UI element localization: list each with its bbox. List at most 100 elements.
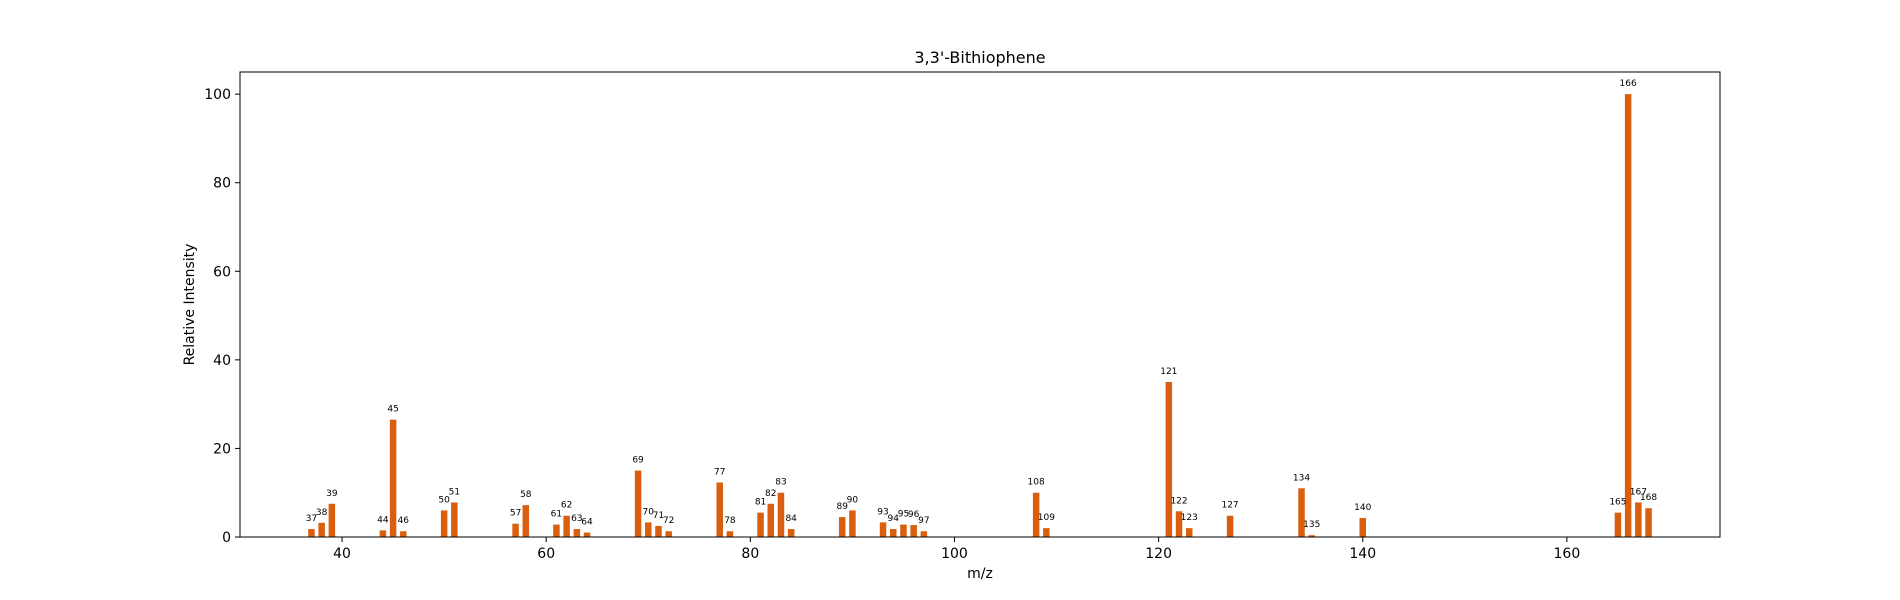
peak-label-135: 135 bbox=[1303, 520, 1320, 530]
bar-mz-63 bbox=[573, 529, 581, 537]
y-axis-label: Relative Intensity bbox=[182, 244, 198, 366]
peak-label-63: 63 bbox=[571, 514, 582, 524]
peak-label-61: 61 bbox=[551, 510, 562, 520]
y-tick-label: 20 bbox=[213, 441, 231, 457]
peak-label-123: 123 bbox=[1181, 513, 1198, 523]
bar-mz-37 bbox=[308, 529, 315, 537]
bar-mz-167 bbox=[1635, 502, 1642, 537]
bar-mz-77 bbox=[716, 482, 723, 537]
bar-mz-39 bbox=[328, 503, 336, 537]
peak-label-77: 77 bbox=[714, 468, 725, 478]
peak-label-166: 166 bbox=[1620, 79, 1637, 89]
peak-label-122: 122 bbox=[1170, 496, 1187, 506]
peak-label-97: 97 bbox=[918, 516, 929, 526]
plot-area-frame bbox=[239, 71, 1721, 538]
bar-mz-166 bbox=[1624, 94, 1632, 538]
peak-label-89: 89 bbox=[836, 502, 848, 512]
peak-label-78: 78 bbox=[724, 516, 736, 526]
bar-mz-38 bbox=[318, 522, 325, 537]
bar-mz-83 bbox=[777, 492, 785, 537]
bar-mz-72 bbox=[665, 531, 672, 537]
bar-mz-140 bbox=[1359, 517, 1367, 537]
bar-mz-121 bbox=[1165, 382, 1173, 537]
x-tick-label: 40 bbox=[333, 546, 351, 562]
bar-mz-165 bbox=[1614, 512, 1622, 537]
peak-label-90: 90 bbox=[847, 495, 859, 505]
bar-mz-64 bbox=[583, 532, 591, 537]
bar-mz-62 bbox=[563, 515, 570, 537]
peak-label-62: 62 bbox=[561, 501, 572, 511]
peak-label-121: 121 bbox=[1160, 367, 1177, 377]
peak-label-44: 44 bbox=[377, 515, 389, 525]
bar-mz-61 bbox=[553, 524, 560, 537]
peak-label-84: 84 bbox=[785, 514, 797, 524]
bar-mz-58 bbox=[522, 505, 530, 537]
bar-mz-109 bbox=[1043, 528, 1050, 537]
bar-mz-93 bbox=[879, 522, 887, 537]
peak-label-93: 93 bbox=[877, 507, 888, 517]
bar-mz-45 bbox=[389, 419, 397, 537]
bar-mz-135 bbox=[1308, 535, 1315, 537]
bar-mz-96 bbox=[910, 525, 917, 537]
peak-label-37: 37 bbox=[306, 514, 317, 524]
peak-label-46: 46 bbox=[398, 516, 410, 526]
peak-label-64: 64 bbox=[581, 518, 593, 528]
x-tick-label: 120 bbox=[1145, 546, 1172, 562]
peak-label-127: 127 bbox=[1221, 501, 1238, 511]
peak-label-165: 165 bbox=[1609, 498, 1626, 508]
peak-label-134: 134 bbox=[1293, 473, 1310, 483]
peak-label-140: 140 bbox=[1354, 503, 1371, 513]
peak-label-72: 72 bbox=[663, 516, 674, 526]
bar-mz-94 bbox=[889, 529, 897, 537]
peak-label-69: 69 bbox=[632, 456, 644, 466]
y-tick-label: 60 bbox=[213, 264, 231, 280]
bar-mz-44 bbox=[379, 530, 387, 537]
peak-label-168: 168 bbox=[1640, 493, 1657, 503]
peak-label-96: 96 bbox=[908, 510, 920, 520]
peak-label-57: 57 bbox=[510, 509, 521, 519]
y-tick-label: 100 bbox=[204, 87, 231, 103]
peak-label-50: 50 bbox=[438, 495, 450, 505]
bar-mz-97 bbox=[920, 531, 928, 537]
bar-mz-69 bbox=[634, 470, 642, 537]
bar-mz-71 bbox=[655, 525, 662, 537]
peak-label-39: 39 bbox=[326, 489, 338, 499]
chart-title: 3,3'-Bithiophene bbox=[914, 48, 1045, 67]
x-tick-label: 80 bbox=[741, 546, 759, 562]
peak-label-71: 71 bbox=[653, 511, 664, 521]
bar-mz-90 bbox=[849, 510, 856, 537]
x-tick-label: 140 bbox=[1349, 546, 1376, 562]
peak-label-95: 95 bbox=[898, 510, 909, 520]
peak-label-45: 45 bbox=[387, 405, 398, 415]
peak-label-167: 167 bbox=[1630, 487, 1647, 497]
x-tick-label: 160 bbox=[1554, 546, 1581, 562]
bar-mz-46 bbox=[400, 531, 407, 537]
bar-mz-82 bbox=[767, 503, 775, 537]
y-tick-label: 80 bbox=[213, 176, 231, 192]
bar-mz-70 bbox=[645, 522, 652, 537]
bars-group bbox=[308, 94, 1652, 538]
y-axis: 0 20 40 60 80 100 bbox=[204, 87, 240, 546]
peak-label-108: 108 bbox=[1028, 478, 1045, 488]
peak-label-82: 82 bbox=[765, 489, 776, 499]
bar-mz-89 bbox=[838, 517, 846, 537]
bar-mz-122 bbox=[1175, 511, 1183, 537]
bar-mz-168 bbox=[1645, 508, 1652, 537]
x-axis: 40 60 80 100 120 140 160 bbox=[333, 537, 1580, 562]
peak-label-81: 81 bbox=[755, 498, 766, 508]
bar-mz-95 bbox=[900, 524, 907, 537]
bar-mz-123 bbox=[1185, 528, 1193, 537]
peak-label-94: 94 bbox=[888, 514, 900, 524]
bar-mz-134 bbox=[1298, 488, 1305, 537]
peak-label-109: 109 bbox=[1038, 513, 1055, 523]
y-tick-label: 0 bbox=[222, 530, 231, 546]
x-axis-label: m/z bbox=[967, 566, 993, 582]
peak-label-83: 83 bbox=[775, 478, 786, 488]
bar-mz-84 bbox=[787, 529, 795, 537]
x-tick-label: 60 bbox=[537, 546, 555, 562]
bar-mz-81 bbox=[757, 512, 764, 537]
peak-label-51: 51 bbox=[449, 487, 460, 497]
bar-mz-108 bbox=[1032, 492, 1040, 537]
x-tick-label: 100 bbox=[941, 546, 968, 562]
